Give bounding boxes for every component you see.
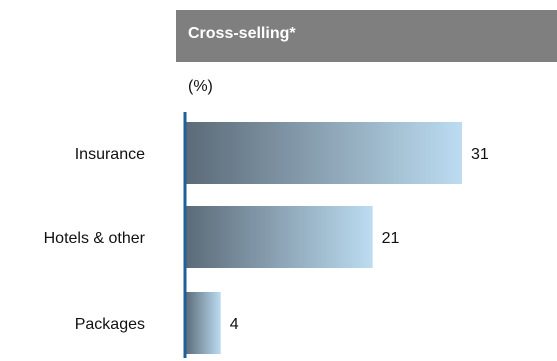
value-label: 21: [382, 230, 400, 247]
bar-packages: [185, 292, 221, 354]
category-label: Packages: [75, 316, 145, 333]
bar-hotels-other: [185, 206, 373, 268]
chart-title: Cross-selling*: [188, 25, 296, 42]
value-label: 31: [471, 146, 489, 163]
unit-label: (%): [188, 78, 213, 95]
category-label: Hotels & other: [44, 230, 146, 247]
bar-insurance: [185, 122, 462, 184]
category-label: Insurance: [75, 146, 145, 163]
value-label: 4: [230, 316, 239, 333]
chart-title-bar: Cross-selling*: [176, 10, 557, 62]
